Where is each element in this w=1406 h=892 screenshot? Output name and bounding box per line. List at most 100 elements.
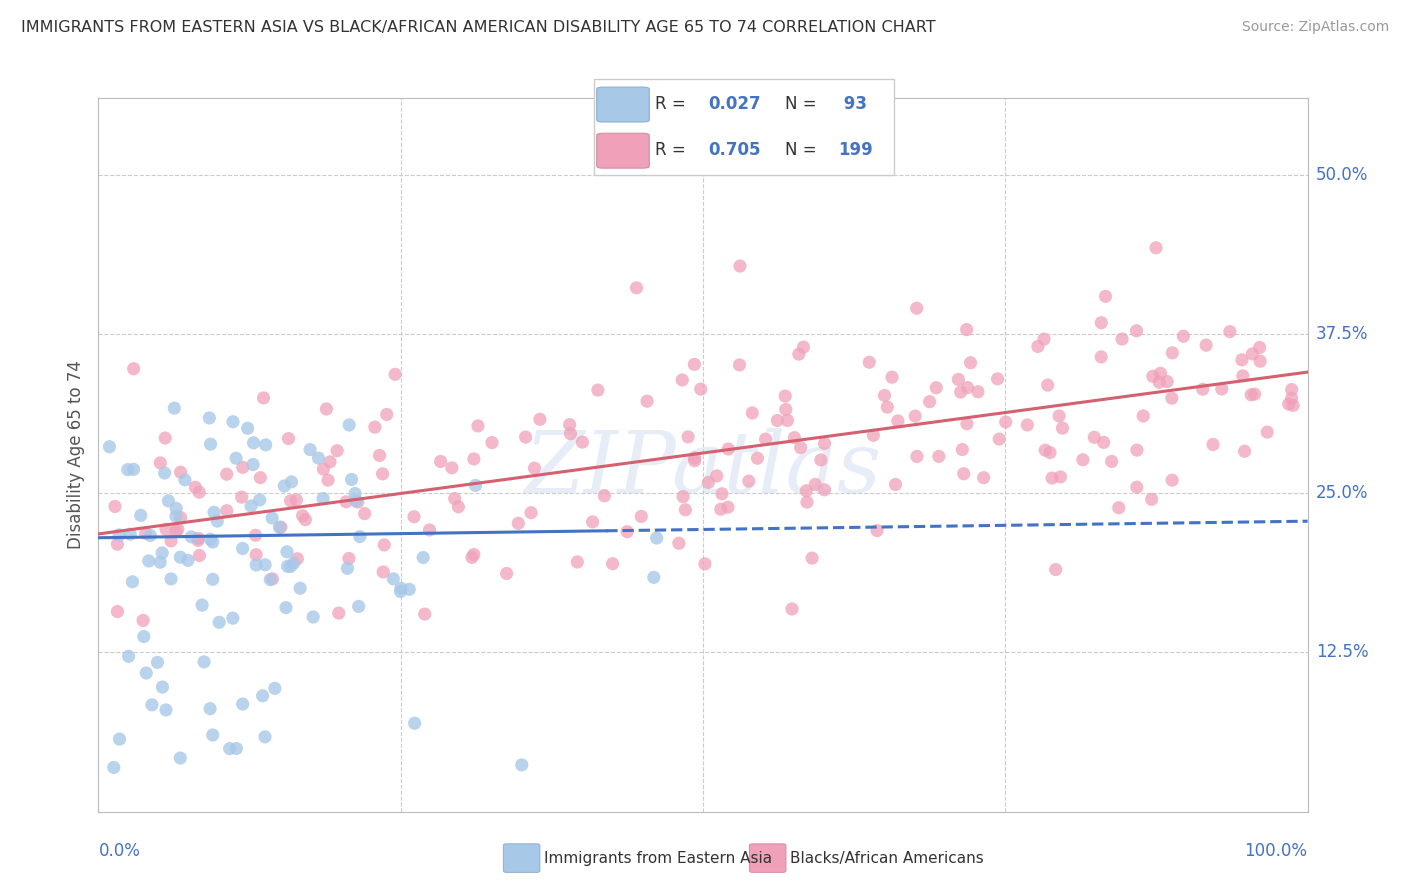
Point <box>245 558 267 572</box>
Point <box>389 582 412 596</box>
Point <box>288 581 311 595</box>
Point <box>198 411 221 425</box>
Point <box>645 531 668 545</box>
Point <box>242 458 264 472</box>
Point <box>1033 443 1056 458</box>
Text: 12.5%: 12.5% <box>1316 643 1368 662</box>
Point <box>222 611 245 625</box>
Point <box>747 451 769 466</box>
Point <box>337 417 360 432</box>
Point <box>375 408 398 422</box>
Point <box>364 420 387 434</box>
Point <box>262 511 284 525</box>
Point <box>948 372 970 386</box>
Point <box>697 475 720 490</box>
Point <box>925 381 948 395</box>
Point <box>1026 339 1049 353</box>
Point <box>1111 332 1133 346</box>
Text: 0.027: 0.027 <box>709 95 761 112</box>
Point <box>905 301 928 316</box>
Text: ZIPatlas: ZIPatlas <box>524 428 882 510</box>
Point <box>263 681 285 696</box>
Point <box>120 527 142 541</box>
Y-axis label: Disability Age 65 to 74: Disability Age 65 to 74 <box>67 360 86 549</box>
Point <box>693 557 716 571</box>
Point <box>276 545 298 559</box>
Point <box>108 528 131 542</box>
Point <box>346 495 368 509</box>
Point <box>1230 352 1253 367</box>
Point <box>952 467 974 481</box>
Point <box>347 599 370 614</box>
Point <box>412 550 434 565</box>
Point <box>122 462 145 476</box>
Point <box>636 394 658 409</box>
Point <box>225 741 247 756</box>
Point <box>1173 329 1195 343</box>
Point <box>201 572 224 586</box>
Point <box>160 533 183 548</box>
Text: Source: ZipAtlas.com: Source: ZipAtlas.com <box>1241 20 1389 34</box>
Point <box>319 455 342 469</box>
Point <box>103 760 125 774</box>
Point <box>880 370 903 384</box>
Point <box>464 478 486 492</box>
Point <box>581 515 603 529</box>
Point <box>215 504 238 518</box>
Point <box>340 473 363 487</box>
Point <box>689 382 711 396</box>
Point <box>373 565 395 579</box>
Point <box>887 414 910 428</box>
Point <box>236 421 259 435</box>
Point <box>1090 316 1112 330</box>
Point <box>672 490 695 504</box>
Point <box>626 281 648 295</box>
Point <box>1108 500 1130 515</box>
Point <box>389 584 412 599</box>
Point <box>1240 388 1263 402</box>
Point <box>316 473 339 487</box>
Point <box>122 361 145 376</box>
Point <box>344 486 367 500</box>
Point <box>188 485 211 500</box>
Point <box>312 491 335 506</box>
Point <box>218 741 240 756</box>
Point <box>105 537 128 551</box>
Point <box>165 509 187 524</box>
Point <box>950 442 973 457</box>
Point <box>904 409 927 423</box>
Point <box>335 495 357 509</box>
Point <box>155 431 177 445</box>
Point <box>1090 350 1112 364</box>
Point <box>728 259 751 273</box>
Point <box>180 530 202 544</box>
Point <box>280 475 302 489</box>
Point <box>956 381 979 395</box>
Point <box>1211 382 1233 396</box>
Text: R =: R = <box>655 141 692 159</box>
Point <box>249 470 271 484</box>
Point <box>728 358 751 372</box>
Point <box>287 551 309 566</box>
Point <box>307 451 329 466</box>
Point <box>169 510 191 524</box>
Point <box>560 426 582 441</box>
Point <box>673 502 696 516</box>
Point <box>873 388 896 402</box>
Point <box>252 391 274 405</box>
Point <box>1161 473 1184 487</box>
Point <box>245 548 267 562</box>
Point <box>586 383 609 397</box>
Point <box>918 394 941 409</box>
Point <box>169 465 191 479</box>
Point <box>988 432 1011 446</box>
Point <box>1094 289 1116 303</box>
Point <box>773 389 796 403</box>
Point <box>240 499 263 513</box>
Point <box>153 466 176 480</box>
Point <box>280 493 302 508</box>
FancyBboxPatch shape <box>596 133 650 168</box>
Point <box>804 477 827 491</box>
Point <box>1049 470 1071 484</box>
Text: N =: N = <box>786 95 823 112</box>
